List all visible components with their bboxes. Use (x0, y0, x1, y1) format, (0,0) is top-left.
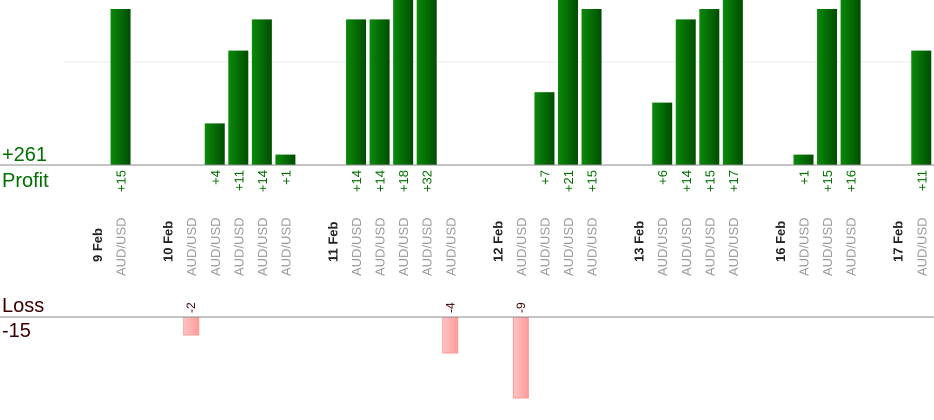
profit-value-label: +11 (231, 170, 246, 191)
pair-label: AUD/USD (184, 217, 199, 276)
loss-value-label: -4 (443, 302, 457, 313)
profit-total: +261 (2, 144, 47, 166)
loss-bar (442, 316, 459, 354)
loss-value-label: -2 (184, 302, 198, 313)
profit-value-label: +6 (655, 170, 670, 185)
profit-bar (204, 123, 225, 165)
profit-bar (675, 19, 696, 166)
profit-value-label: +15 (820, 170, 835, 192)
profit-value-label: +16 (844, 170, 859, 192)
pair-label: AUD/USD (349, 217, 364, 276)
profit-bar (369, 19, 390, 166)
date-label: 16 Feb (773, 221, 788, 262)
date-label: 11 Feb (326, 221, 341, 262)
profit-bar (581, 9, 602, 165)
profit-value-label: +32 (420, 170, 435, 192)
profit-bar (911, 50, 932, 165)
profit-value-label: +15 (702, 170, 717, 192)
loss-bar (512, 316, 529, 399)
pair-label: AUD/USD (585, 217, 600, 276)
loss-bar (183, 316, 200, 336)
date-label: 12 Feb (490, 221, 505, 262)
pair-label: AUD/USD (114, 217, 129, 276)
profit-bar (722, 0, 743, 165)
profit-bar (275, 154, 296, 165)
profit-bar (534, 92, 555, 165)
date-label: 10 Feb (161, 221, 176, 262)
profit-bar (416, 0, 437, 165)
profit-value-label: +14 (255, 170, 270, 192)
pair-label: AUD/USD (255, 217, 270, 276)
pair-label: AUD/USD (443, 217, 458, 276)
profit-value-label: +14 (349, 170, 364, 192)
pair-label: AUD/USD (208, 217, 223, 276)
pair-label: AUD/USD (373, 217, 388, 276)
pair-label: AUD/USD (231, 217, 246, 276)
profit-value-label: +1 (797, 170, 812, 185)
pair-label: AUD/USD (278, 217, 293, 276)
profit-value-label: +18 (396, 170, 411, 192)
profit-bar (346, 19, 367, 166)
profit-value-label: +14 (679, 170, 694, 192)
profit-bar (110, 9, 131, 165)
date-label: 13 Feb (632, 221, 647, 262)
profit-value-label: +7 (537, 170, 552, 185)
pair-label: AUD/USD (726, 217, 741, 276)
pair-label: AUD/USD (396, 217, 411, 276)
pair-label: AUD/USD (679, 217, 694, 276)
pair-label: AUD/USD (797, 217, 812, 276)
pair-label: AUD/USD (514, 217, 529, 276)
profit-value-label: +21 (561, 170, 576, 192)
loss-total: -15 (2, 320, 31, 342)
pair-label: AUD/USD (561, 217, 576, 276)
profit-value-label: +14 (373, 170, 388, 192)
profit-value-label: +4 (208, 170, 223, 185)
loss-label: Loss (2, 295, 44, 317)
profit-bar (558, 0, 578, 165)
profit-value-label: +11 (914, 170, 929, 191)
date-label: 9 Feb (90, 228, 105, 262)
profit-value-label: +1 (278, 170, 293, 185)
pair-label: AUD/USD (420, 217, 435, 276)
profit-bar (840, 0, 861, 165)
profit-bar (699, 9, 720, 165)
profit-value-label: +15 (585, 170, 600, 192)
profit-value-label: +15 (114, 170, 129, 192)
profit-bar (793, 154, 814, 165)
profit-bar (652, 102, 673, 165)
pair-label: AUD/USD (702, 217, 717, 276)
date-label: 17 Feb (891, 221, 906, 262)
pair-label: AUD/USD (844, 217, 859, 276)
profit-bar (251, 19, 272, 166)
pair-label: AUD/USD (820, 217, 835, 276)
profit-bar (393, 0, 414, 165)
pair-label: AUD/USD (655, 217, 670, 276)
loss-value-label: -9 (514, 302, 528, 313)
pair-label: AUD/USD (537, 217, 552, 276)
profit-value-label: +17 (726, 170, 741, 192)
profit-bar (817, 9, 838, 165)
profit-bar (228, 50, 249, 165)
pair-label: AUD/USD (914, 217, 929, 276)
profit-label: Profit (2, 170, 49, 192)
